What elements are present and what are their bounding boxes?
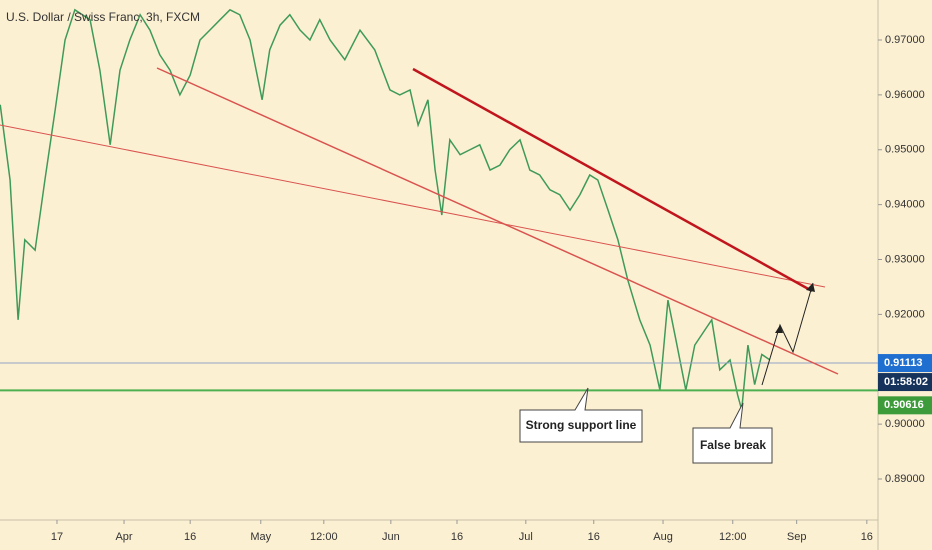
trendline bbox=[156, 67, 839, 375]
price-tag-label: 0.90616 bbox=[884, 399, 924, 411]
x-tick-label: 12:00 bbox=[719, 531, 747, 543]
projection-arrow bbox=[761, 282, 814, 386]
plot bbox=[0, 8, 878, 411]
countdown-tag bbox=[878, 373, 932, 392]
x-tick-label: 16 bbox=[184, 531, 196, 543]
y-tick-label: 0.93000 bbox=[885, 253, 925, 265]
x-tick-label: Sep bbox=[787, 531, 807, 543]
y-tick-label: 0.96000 bbox=[885, 89, 925, 101]
annotation: False break bbox=[700, 438, 766, 452]
trendline bbox=[412, 67, 813, 293]
price-tag-label: 0.91113 bbox=[884, 357, 923, 369]
countdown-label: 01:58:02 bbox=[884, 376, 928, 388]
annotation: Strong support line bbox=[526, 418, 637, 432]
y-tick-label: 0.97000 bbox=[885, 34, 925, 46]
x-tick-label: 17 bbox=[51, 531, 63, 543]
y-tick-label: 0.90000 bbox=[885, 418, 925, 430]
callout bbox=[519, 387, 643, 443]
x-tick-label: 16 bbox=[588, 531, 600, 543]
x-tick-label: Apr bbox=[115, 531, 132, 543]
price-line bbox=[0, 8, 771, 411]
chart-title: U.S. Dollar / Swiss Franc, 3h, FXCM bbox=[6, 10, 200, 24]
trendline bbox=[0, 124, 826, 288]
x-tick-label: Jun bbox=[382, 531, 400, 543]
arrow-head bbox=[775, 325, 783, 333]
y-tick-label: 0.92000 bbox=[885, 308, 925, 320]
price-tag bbox=[878, 354, 932, 373]
y-tick-label: 0.95000 bbox=[885, 144, 925, 156]
callout bbox=[692, 402, 773, 464]
x-tick-label: May bbox=[250, 531, 271, 543]
y-tick-label: 0.94000 bbox=[885, 199, 925, 211]
x-tick-label: 16 bbox=[861, 531, 873, 543]
x-tick-label: Jul bbox=[519, 531, 533, 543]
x-tick-label: 12:00 bbox=[310, 531, 338, 543]
arrow-head bbox=[806, 283, 815, 292]
x-tick-label: 16 bbox=[451, 531, 463, 543]
price-tag bbox=[878, 396, 932, 415]
x-tick-label: Aug bbox=[653, 531, 673, 543]
y-tick-label: 0.89000 bbox=[885, 473, 925, 485]
